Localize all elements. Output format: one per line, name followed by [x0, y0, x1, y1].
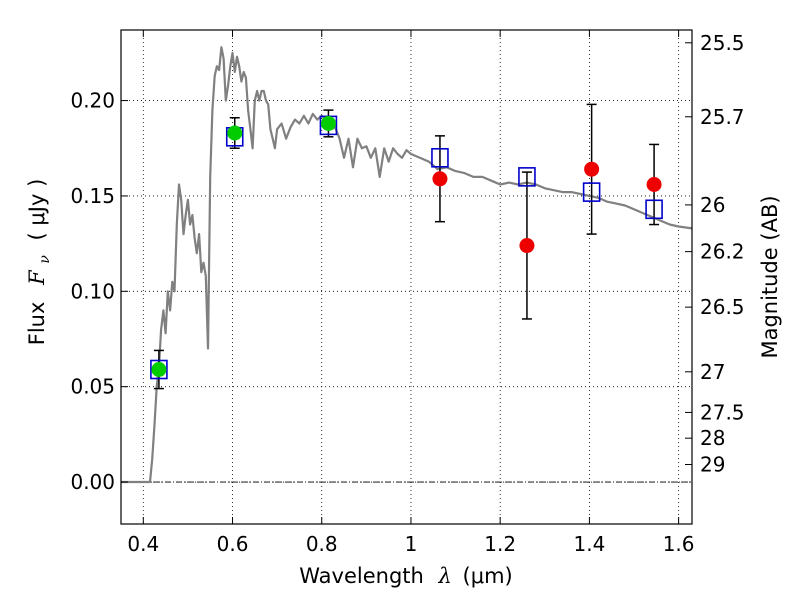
y2-tick-label: 25.7 — [700, 105, 745, 129]
y-axis-label-subscript: ν — [37, 255, 53, 264]
plot-background — [121, 30, 692, 524]
x-axis-label-prefix: Wavelength — [299, 564, 424, 588]
y2-tick-label: 29 — [700, 452, 725, 476]
ticks — [121, 30, 692, 524]
y-axis-label: Flux F ν ( μJy ) — [25, 179, 54, 346]
y-tick-label: 0.10 — [70, 279, 115, 303]
y2-tick-label: 26 — [700, 193, 725, 217]
y2-tick-label: 27 — [700, 360, 725, 384]
y-axis-label-prefix: Flux — [25, 302, 49, 346]
model-point-square — [150, 359, 168, 380]
model-point-square — [518, 167, 536, 187]
observed-point — [646, 176, 662, 192]
observed-point — [584, 161, 600, 177]
y-axis-label-symbol: F — [25, 269, 49, 286]
y2-tick-label: 27.5 — [700, 400, 745, 424]
x-tick-label: 1.2 — [484, 532, 516, 556]
x-axis-label-unit: (μm) — [463, 564, 513, 588]
y2-tick-label: 25.5 — [700, 31, 745, 55]
observed-point — [432, 171, 448, 187]
x-axis-label: Wavelength λ (μm) — [299, 564, 512, 588]
x-tick-label: 0.8 — [306, 532, 338, 556]
y2-tick-label: 26.5 — [700, 295, 745, 319]
x-tick-labels: 0.4 0.6 0.8 1 1.2 1.4 1.6 — [127, 532, 694, 556]
y2-tick-label: 26.2 — [700, 240, 745, 264]
x-tick-label: 1.6 — [663, 532, 695, 556]
y-tick-labels: 0.00 0.05 0.10 0.15 0.20 — [70, 89, 115, 494]
observed-point — [519, 238, 535, 254]
x-tick-label: 1 — [405, 532, 418, 556]
y-tick-label: 0.05 — [70, 375, 115, 399]
observed-points-layer — [151, 115, 662, 378]
y-axis-label-unit: ( μJy ) — [25, 179, 49, 241]
x-tick-label: 0.6 — [217, 532, 249, 556]
model-point-square — [582, 182, 601, 202]
y-tick-label: 0.20 — [70, 89, 115, 113]
model-spectrum-line — [121, 46, 693, 484]
observed-point — [227, 125, 243, 141]
x-axis-label-symbol: λ — [438, 564, 452, 588]
observed-point — [151, 362, 167, 378]
model-spectrum-layer — [121, 46, 693, 484]
plot-frame — [120, 29, 693, 525]
observed-point — [320, 115, 336, 131]
y-tick-label: 0.15 — [70, 184, 115, 208]
model-point-square — [645, 199, 663, 220]
x-tick-label: 1.4 — [573, 532, 605, 556]
y-tick-label: 0.00 — [70, 470, 115, 494]
model-point-square — [431, 147, 449, 168]
y2-axis-label: Magnitude (AB) — [758, 195, 782, 358]
x-tick-label: 0.4 — [127, 532, 159, 556]
y2-tick-label: 28 — [700, 426, 725, 450]
